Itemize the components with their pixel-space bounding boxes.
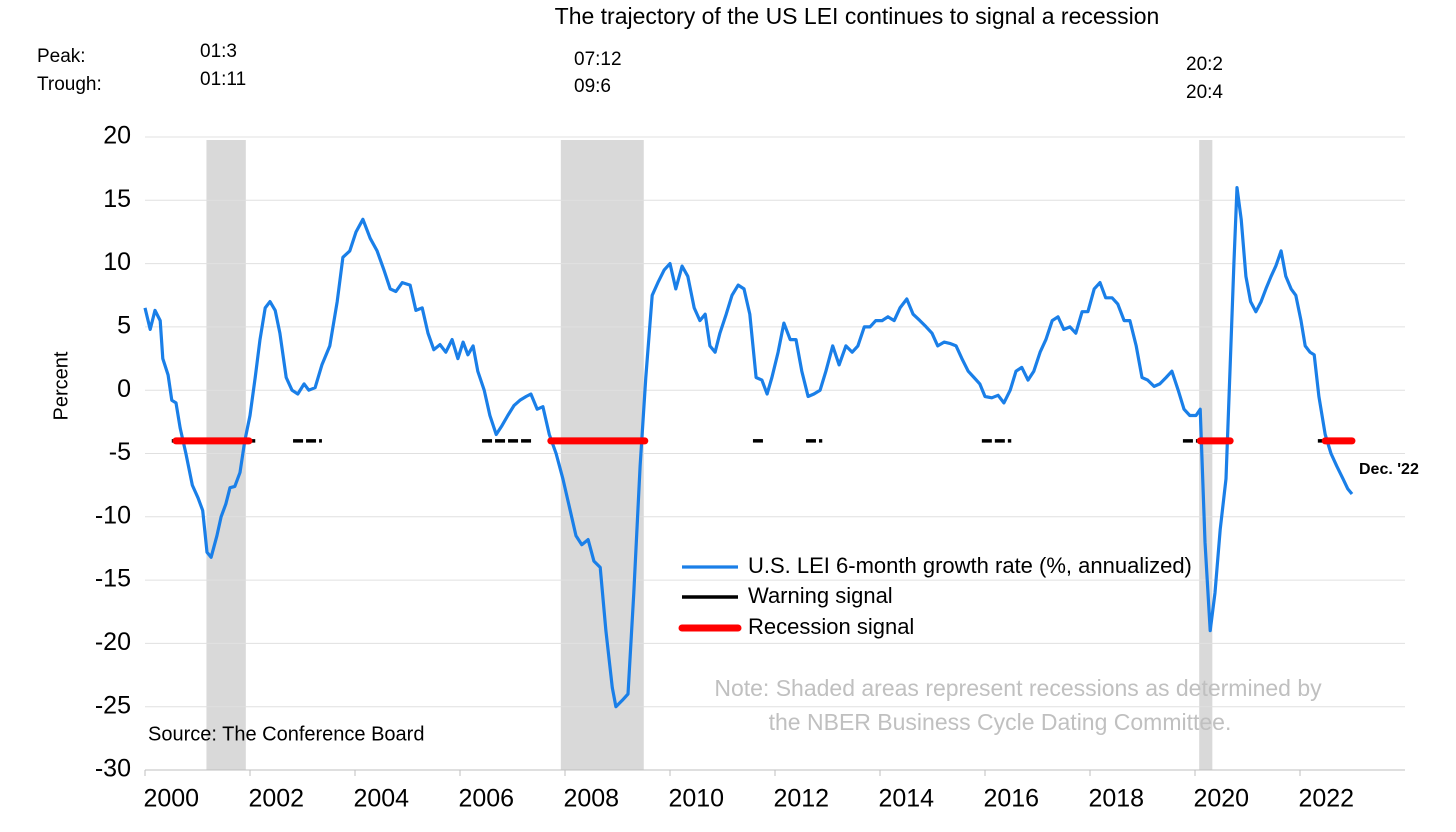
recession-shade xyxy=(206,140,246,770)
y-tick-label: 0 xyxy=(117,375,131,403)
source: Source: The Conference Board xyxy=(148,723,424,745)
trough-date: 09:6 xyxy=(574,76,611,97)
x-tick-label: 2014 xyxy=(878,785,934,813)
trough-label: Trough: xyxy=(37,74,102,95)
y-tick-label: -10 xyxy=(95,501,131,529)
chart-title: The trajectory of the US LEI continues t… xyxy=(555,3,1160,29)
y-tick-label: -25 xyxy=(95,691,131,719)
y-tick-label: -15 xyxy=(95,565,131,593)
lines-layer xyxy=(143,186,1356,709)
x-tick-label: 2008 xyxy=(563,785,619,813)
grid-layer xyxy=(144,136,1405,776)
lei-line xyxy=(143,186,1354,709)
peak-date: 07:12 xyxy=(574,49,622,70)
trough-date: 01:11 xyxy=(200,69,246,90)
x-tick-label: 2000 xyxy=(143,785,199,813)
x-tick-label: 2010 xyxy=(668,785,724,813)
y-tick-label: -20 xyxy=(95,628,131,656)
peak-label: Peak: xyxy=(37,46,86,67)
y-tick-label: 5 xyxy=(117,312,131,340)
y-tick-label: -30 xyxy=(95,755,131,783)
legend-label: Recession signal xyxy=(748,614,914,639)
trough-date: 20:4 xyxy=(1186,82,1223,103)
y-tick-label: 15 xyxy=(103,185,131,213)
recession-shade xyxy=(560,140,644,770)
note: Note: Shaded areas represent recessions … xyxy=(714,675,1322,701)
legend-layer: U.S. LEI 6-month growth rate (%, annuali… xyxy=(678,553,1192,639)
peak-date: 01:3 xyxy=(200,41,237,62)
x-tick-label: 2006 xyxy=(458,785,514,813)
x-tick-label: 2016 xyxy=(983,785,1039,813)
x-tick-label: 2020 xyxy=(1193,785,1249,813)
x-tick-label: 2012 xyxy=(773,785,829,813)
y-tick-label: 20 xyxy=(103,122,131,150)
legend-label: Warning signal xyxy=(748,583,893,608)
x-tick-label: 2002 xyxy=(248,785,304,813)
y-tick-label: 10 xyxy=(103,248,131,276)
x-tick-label: 2018 xyxy=(1088,785,1144,813)
end-label: Dec. '22 xyxy=(1359,461,1419,478)
x-tick-label: 2004 xyxy=(353,785,409,813)
legend-label: U.S. LEI 6-month growth rate (%, annuali… xyxy=(748,553,1192,578)
y-axis-label: Percent xyxy=(50,351,72,420)
labels-layer: 01:3 01:11 07:12 09:6 20:2 20:4 -30 -25 -20 -15 -1… xyxy=(95,41,1354,813)
peak-date: 20:2 xyxy=(1186,54,1223,75)
x-tick-label: 2022 xyxy=(1298,785,1354,813)
y-tick-label: -5 xyxy=(109,438,131,466)
note: the NBER Business Cycle Dating Committee… xyxy=(769,709,1232,735)
